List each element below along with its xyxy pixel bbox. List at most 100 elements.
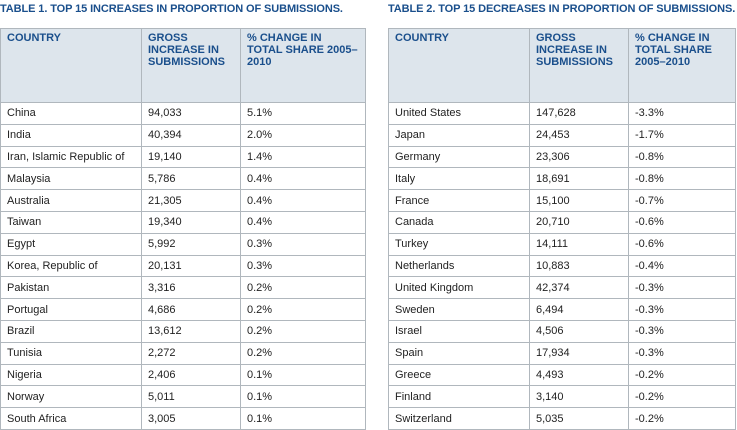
- table-row: Israel 4,506 -0.3%: [388, 319, 736, 343]
- table1: COUNTRY GROSS INCREASE IN SUBMISSIONS % …: [0, 28, 366, 430]
- table-row: France 15,100 -0.7%: [388, 189, 736, 212]
- table-row: Sweden 6,494 -0.3%: [388, 298, 736, 321]
- country-cell: Turkey: [388, 232, 530, 256]
- country-cell: Korea, Republic of: [0, 254, 142, 278]
- change-cell: -0.2%: [628, 407, 736, 430]
- change-cell: -0.8%: [628, 145, 736, 169]
- table2-title: TABLE 2. TOP 15 DECREASES IN PROPORTION …: [388, 3, 736, 15]
- table-row: Iran, Islamic Republic of 19,140 1.4%: [0, 145, 366, 169]
- gross-cell: 5,992: [141, 232, 241, 256]
- gross-cell: 3,005: [141, 407, 241, 430]
- table-row: Spain 17,934 -0.3%: [388, 341, 736, 365]
- country-cell: Japan: [388, 123, 530, 147]
- table1-panel: TABLE 1. TOP 15 INCREASES IN PROPORTION …: [0, 0, 367, 430]
- change-cell: -0.3%: [628, 319, 736, 343]
- gross-cell: 2,272: [141, 341, 241, 365]
- change-cell: -0.3%: [628, 298, 736, 321]
- table-row: Brazil 13,612 0.2%: [0, 319, 366, 343]
- gross-cell: 19,140: [141, 145, 241, 169]
- change-cell: -0.6%: [628, 232, 736, 256]
- change-cell: -0.3%: [628, 276, 736, 300]
- change-cell: -1.7%: [628, 123, 736, 147]
- country-cell: France: [388, 189, 530, 212]
- gross-cell: 3,316: [141, 276, 241, 300]
- country-cell: Spain: [388, 341, 530, 365]
- gross-cell: 3,140: [529, 385, 629, 409]
- gross-cell: 4,506: [529, 319, 629, 343]
- table-row: Netherlands 10,883 -0.4%: [388, 254, 736, 278]
- change-cell: 0.2%: [240, 298, 366, 321]
- country-cell: China: [0, 102, 142, 125]
- table-row: Korea, Republic of 20,131 0.3%: [0, 254, 366, 278]
- table-row: Turkey 14,111 -0.6%: [388, 232, 736, 256]
- change-cell: 0.1%: [240, 407, 366, 430]
- gross-cell: 6,494: [529, 298, 629, 321]
- table1-header-gross: GROSS INCREASE IN SUBMISSIONS: [141, 28, 241, 103]
- table1-header-change: % CHANGE IN TOTAL SHARE 2005–2010: [240, 28, 366, 103]
- table-row: Germany 23,306 -0.8%: [388, 145, 736, 169]
- gross-cell: 147,628: [529, 102, 629, 125]
- change-cell: 0.2%: [240, 276, 366, 300]
- gross-cell: 4,686: [141, 298, 241, 321]
- table1-title: TABLE 1. TOP 15 INCREASES IN PROPORTION …: [0, 3, 343, 15]
- country-cell: Italy: [388, 167, 530, 191]
- gross-cell: 40,394: [141, 123, 241, 147]
- table1-header-country: COUNTRY: [0, 28, 142, 103]
- table-row: Pakistan 3,316 0.2%: [0, 276, 366, 300]
- table2: COUNTRY GROSS INCREASE IN SUBMISSIONS % …: [388, 28, 736, 430]
- table-row: Egypt 5,992 0.3%: [0, 232, 366, 256]
- change-cell: -0.4%: [628, 254, 736, 278]
- country-cell: Australia: [0, 189, 142, 212]
- country-cell: South Africa: [0, 407, 142, 430]
- country-cell: Norway: [0, 385, 142, 409]
- gross-cell: 5,786: [141, 167, 241, 191]
- country-cell: United Kingdom: [388, 276, 530, 300]
- table-row: Tunisia 2,272 0.2%: [0, 341, 366, 365]
- country-cell: Portugal: [0, 298, 142, 321]
- gross-cell: 2,406: [141, 363, 241, 387]
- table-row: United Kingdom 42,374 -0.3%: [388, 276, 736, 300]
- gross-cell: 20,710: [529, 210, 629, 234]
- gross-cell: 10,883: [529, 254, 629, 278]
- change-cell: -0.2%: [628, 363, 736, 387]
- change-cell: -3.3%: [628, 102, 736, 125]
- country-cell: Egypt: [0, 232, 142, 256]
- gross-cell: 18,691: [529, 167, 629, 191]
- country-cell: Germany: [388, 145, 530, 169]
- gross-cell: 19,340: [141, 210, 241, 234]
- country-cell: Switzerland: [388, 407, 530, 430]
- country-cell: Sweden: [388, 298, 530, 321]
- country-cell: Taiwan: [0, 210, 142, 234]
- change-cell: 0.4%: [240, 210, 366, 234]
- change-cell: -0.2%: [628, 385, 736, 409]
- country-cell: Finland: [388, 385, 530, 409]
- country-cell: Canada: [388, 210, 530, 234]
- gross-cell: 17,934: [529, 341, 629, 365]
- table-row: Japan 24,453 -1.7%: [388, 123, 736, 147]
- table2-header-country: COUNTRY: [388, 28, 530, 103]
- country-cell: Israel: [388, 319, 530, 343]
- table-row: Portugal 4,686 0.2%: [0, 298, 366, 321]
- change-cell: 0.1%: [240, 385, 366, 409]
- change-cell: 1.4%: [240, 145, 366, 169]
- table-row: Greece 4,493 -0.2%: [388, 363, 736, 387]
- gross-cell: 14,111: [529, 232, 629, 256]
- gross-cell: 5,035: [529, 407, 629, 430]
- change-cell: 2.0%: [240, 123, 366, 147]
- gross-cell: 24,453: [529, 123, 629, 147]
- change-cell: 5.1%: [240, 102, 366, 125]
- country-cell: Brazil: [0, 319, 142, 343]
- country-cell: Netherlands: [388, 254, 530, 278]
- table-row: China 94,033 5.1%: [0, 102, 366, 125]
- country-cell: United States: [388, 102, 530, 125]
- gross-cell: 21,305: [141, 189, 241, 212]
- gross-cell: 20,131: [141, 254, 241, 278]
- table-row: India 40,394 2.0%: [0, 123, 366, 147]
- table2-panel: TABLE 2. TOP 15 DECREASES IN PROPORTION …: [388, 0, 737, 430]
- country-cell: Nigeria: [0, 363, 142, 387]
- change-cell: 0.2%: [240, 319, 366, 343]
- gross-cell: 23,306: [529, 145, 629, 169]
- change-cell: -0.8%: [628, 167, 736, 191]
- country-cell: Iran, Islamic Republic of: [0, 145, 142, 169]
- gross-cell: 4,493: [529, 363, 629, 387]
